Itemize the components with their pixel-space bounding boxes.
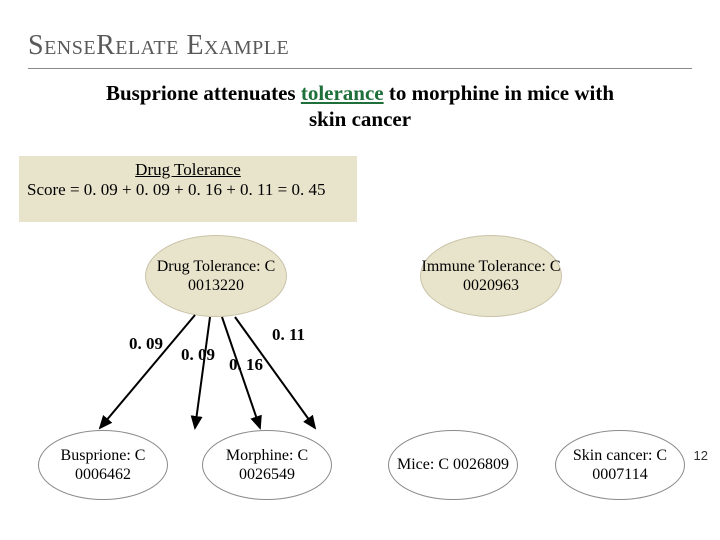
scorebox-equation: Score = 0. 09 + 0. 09 + 0. 16 + 0. 11 = …: [27, 180, 349, 200]
node-skin-cancer-label: Skin cancer: C 0007114: [556, 446, 684, 484]
edge-label-1: 0. 09: [129, 334, 163, 354]
subtitle-pre: Busprione attenuates: [106, 81, 301, 105]
node-immune-tolerance: Immune Tolerance: C 0020963: [420, 235, 562, 317]
node-morphine: Morphine: C 0026549: [202, 430, 332, 500]
page-number: 12: [694, 448, 708, 463]
node-mice: Mice: C 0026809: [388, 430, 518, 500]
node-busprione: Busprione: C 0006462: [38, 430, 168, 500]
edge-label-2: 0. 09: [181, 345, 215, 365]
node-immune-tolerance-label: Immune Tolerance: C 0020963: [421, 257, 561, 295]
edge-label-4: 0. 11: [272, 325, 305, 345]
node-busprione-label: Busprione: C 0006462: [39, 446, 167, 484]
node-mice-label: Mice: C 0026809: [397, 455, 509, 474]
node-drug-tolerance: Drug Tolerance: C 0013220: [145, 235, 287, 317]
tolerance-word: tolerance: [301, 81, 384, 105]
node-drug-tolerance-label: Drug Tolerance: C 0013220: [146, 257, 286, 295]
example-sentence: Busprione attenuates tolerance to morphi…: [90, 80, 630, 133]
node-morphine-label: Morphine: C 0026549: [203, 446, 331, 484]
slide-title: SenseRelate Example: [28, 30, 289, 62]
node-skin-cancer: Skin cancer: C 0007114: [555, 430, 685, 500]
scorebox-heading: Drug Tolerance: [27, 160, 349, 180]
title-underline: [28, 68, 692, 69]
score-box: Drug Tolerance Score = 0. 09 + 0. 09 + 0…: [18, 155, 358, 223]
edge-label-3: 0. 16: [229, 355, 263, 375]
